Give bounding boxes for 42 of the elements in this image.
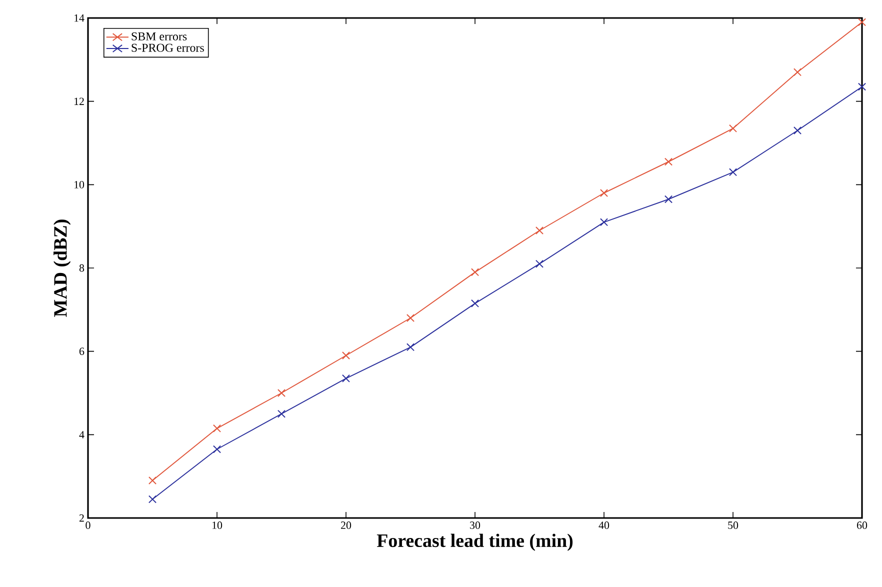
y-tick-label: 8 [79, 264, 84, 272]
x-tick-label: 20 [341, 522, 352, 529]
point [212, 445, 222, 454]
point [664, 195, 673, 204]
x-tick-label: 40 [598, 522, 610, 529]
legend-label: SBM errors [132, 32, 187, 40]
point [600, 218, 608, 226]
x-tick-label: 30 [470, 522, 480, 529]
point [470, 299, 480, 308]
point [342, 351, 350, 360]
point [600, 188, 608, 198]
point [277, 410, 286, 418]
point [342, 374, 350, 382]
point [406, 343, 415, 352]
point [277, 388, 286, 398]
y-tick-label: 2 [79, 514, 84, 522]
y-tick-label: 6 [79, 348, 84, 356]
point [858, 18, 866, 26]
x-tick-label: 0 [86, 522, 90, 529]
point [148, 476, 157, 485]
point [212, 424, 222, 432]
y-axis-title: MAD (dBZ) [54, 220, 71, 317]
x-tick-label: 10 [212, 522, 222, 529]
y-tick-label: 10 [74, 180, 84, 188]
legend-label: S-PROG errors [132, 44, 204, 52]
x-axis-title: Forecast lead time (min) [376, 534, 573, 551]
point [535, 260, 544, 268]
point [728, 124, 738, 132]
y-tick-label: 14 [74, 14, 84, 22]
x-tick-label: 60 [856, 522, 868, 529]
point [406, 314, 415, 322]
point [535, 226, 544, 235]
y-tick-label: 12 [74, 98, 84, 105]
point [793, 68, 802, 76]
point [858, 82, 866, 91]
point [728, 168, 738, 176]
point [793, 126, 802, 135]
point [470, 268, 480, 276]
point [664, 158, 673, 166]
y-tick-label: 4 [79, 431, 84, 438]
point [148, 495, 157, 504]
x-tick-label: 50 [728, 522, 738, 529]
